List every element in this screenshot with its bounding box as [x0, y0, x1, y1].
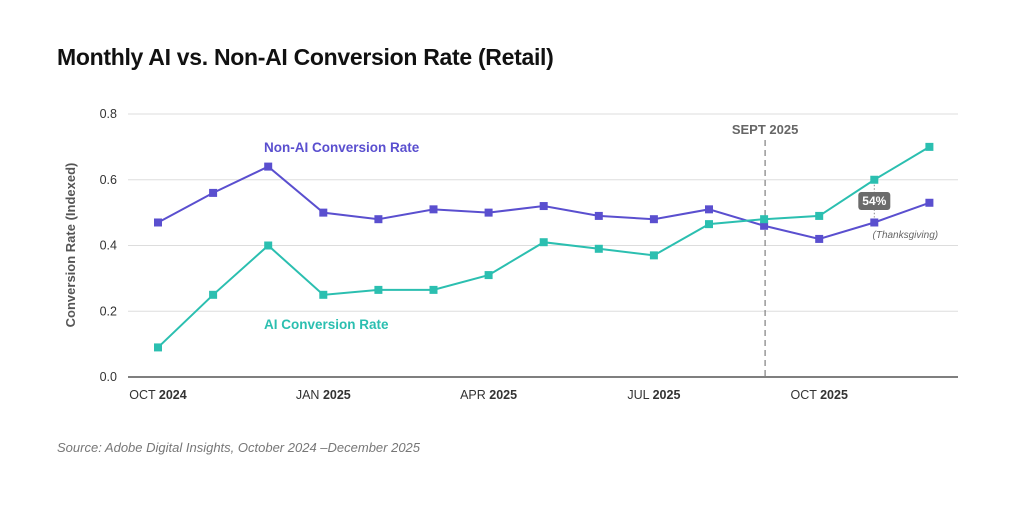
data-point-ai	[374, 285, 383, 294]
data-point-ai	[815, 211, 824, 220]
y-tick-label: 0.4	[100, 239, 117, 253]
data-point-non-ai	[870, 218, 879, 227]
data-point-non-ai	[154, 218, 162, 227]
data-point-non-ai	[705, 205, 713, 214]
y-tick-label: 0.8	[100, 107, 117, 121]
y-tick-label: 0.6	[100, 173, 117, 187]
y-tick-label: 0.0	[100, 370, 117, 384]
y-axis-label: Conversion Rate (Indexed)	[63, 163, 78, 328]
data-point-ai	[484, 271, 493, 280]
data-point-non-ai	[760, 221, 769, 230]
legend-label-non-ai: Non-AI Conversion Rate	[264, 140, 420, 155]
data-point-ai	[539, 238, 548, 247]
gap-badge	[858, 192, 891, 210]
legend-label-ai: AI Conversion Rate	[264, 317, 389, 332]
x-tick-label: JUL 2025	[627, 388, 680, 402]
x-tick-label: APR 2025	[460, 388, 517, 402]
data-point-non-ai	[264, 162, 273, 171]
x-tick-label: OCT 2025	[790, 388, 847, 402]
data-point-ai	[264, 241, 273, 250]
data-point-ai	[870, 175, 879, 184]
x-tick-label: OCT 2024	[129, 388, 186, 402]
data-point-ai	[760, 215, 769, 224]
data-point-ai	[649, 251, 658, 260]
source-note: Source: Adobe Digital Insights, October …	[57, 440, 421, 455]
chart-title: Monthly AI vs. Non-AI Conversion Rate (R…	[57, 44, 554, 70]
data-point-ai	[154, 343, 162, 352]
data-point-non-ai	[539, 202, 548, 211]
gap-badge-label: 54%	[862, 194, 886, 208]
data-point-ai	[209, 290, 218, 299]
y-tick-label: 0.2	[100, 304, 117, 318]
data-point-non-ai	[484, 208, 493, 217]
data-point-non-ai	[319, 208, 328, 217]
sept-2025-label: SEPT 2025	[732, 122, 799, 137]
thanksgiving-note: (Thanksgiving)	[873, 230, 939, 241]
data-point-non-ai	[649, 215, 658, 224]
data-point-non-ai	[815, 234, 824, 243]
data-point-non-ai	[209, 188, 218, 197]
data-point-ai	[925, 142, 934, 151]
data-point-non-ai	[925, 198, 934, 207]
data-point-ai	[429, 285, 438, 294]
data-point-non-ai	[374, 215, 383, 224]
x-tick-label: JAN 2025	[296, 388, 351, 402]
data-point-ai	[594, 244, 603, 253]
data-point-ai	[319, 290, 328, 299]
data-point-non-ai	[429, 205, 438, 214]
data-point-ai	[705, 220, 713, 229]
data-point-non-ai	[594, 211, 603, 220]
